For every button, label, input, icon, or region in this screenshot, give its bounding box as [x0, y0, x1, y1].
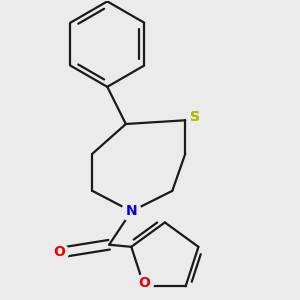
- Text: S: S: [190, 110, 200, 124]
- Text: S: S: [190, 110, 200, 124]
- Text: N: N: [126, 204, 137, 218]
- Text: O: O: [138, 276, 150, 289]
- Text: O: O: [53, 245, 65, 259]
